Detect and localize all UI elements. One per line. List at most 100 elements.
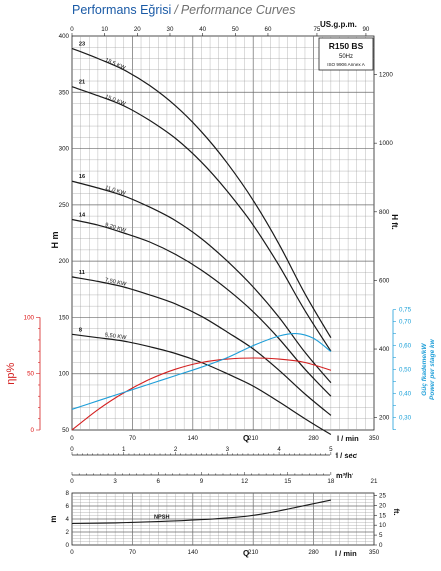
npsh-ft-tick-label: 25: [379, 492, 386, 499]
stage-label: 11: [79, 270, 85, 276]
x-tick-label: 280: [308, 435, 319, 442]
y-tick-label: 400: [59, 33, 70, 40]
stage-label: 23: [79, 41, 85, 47]
npsh-x-unit: l / min: [335, 549, 357, 558]
npsh-x-tick-label: 280: [308, 549, 319, 556]
power-tick-label: 0,50: [399, 367, 412, 374]
standard: ISO 9906 Annex A: [327, 62, 365, 67]
npsh-x-tick-label: 350: [369, 549, 380, 556]
lsec-tick-label: 1: [122, 446, 126, 453]
efficiency-tick-label: 0: [31, 427, 35, 434]
gpm-axis-label: US.g.p.m.: [320, 20, 357, 29]
power-tick-label: 0,70: [399, 319, 412, 326]
npsh-ft-tick-label: 0: [379, 542, 383, 549]
title-separator: /: [173, 3, 179, 17]
y-tick-label: 50: [62, 427, 69, 434]
lsec-tick-label: 5: [329, 446, 333, 453]
npsh-x-tick-label: 0: [70, 549, 74, 556]
lsec-tick-label: 0: [70, 446, 74, 453]
power-label: 15,0 KW: [104, 94, 127, 108]
title-tr: Performans Eğrisi: [72, 3, 171, 17]
lsec-tick-label: 3: [226, 446, 230, 453]
npsh-y-tick-label: 6: [66, 503, 70, 510]
frequency: 50Hz: [339, 54, 353, 60]
power-axis-label-en: Power per stage kw: [429, 338, 436, 400]
lmin-unit: l / min: [337, 434, 359, 443]
gpm-tick-label: 50: [232, 26, 239, 33]
m3h-tick-label: 12: [241, 478, 248, 485]
gpm-tick-label: 60: [265, 26, 272, 33]
power-tick-label: 0,30: [399, 415, 412, 422]
gpm-tick-label: 0: [70, 26, 74, 33]
npsh-y-label: m: [49, 515, 58, 522]
gpm-tick-label: 90: [362, 26, 369, 33]
efficiency-axis-label: ηp%: [5, 362, 17, 384]
plot-frame: [71, 35, 375, 431]
ft-tick-label: 400: [379, 346, 390, 353]
efficiency-tick-label: 100: [24, 314, 35, 321]
lsec-unit: l / sec: [336, 451, 357, 460]
gpm-tick-label: 40: [199, 26, 206, 33]
npsh-ft-label: ft.: [392, 508, 401, 515]
power-curve: [71, 332, 332, 410]
ft-tick-label: 1200: [379, 72, 393, 79]
y-tick-label: 150: [59, 314, 70, 321]
ft-tick-label: 800: [379, 209, 390, 216]
m3h-tick-label: 18: [327, 478, 334, 485]
head-curve-11: [71, 276, 332, 416]
model-name: R150 BS: [329, 41, 364, 51]
ft-tick-label: 1000: [379, 140, 393, 147]
power-label: 5,50 KW: [105, 332, 128, 341]
x-axis-label: Q: [243, 434, 249, 443]
ft-axis-label: H ft.: [390, 214, 399, 230]
stage-label: 21: [79, 80, 85, 86]
m3h-unit: m³/h: [336, 471, 352, 480]
y-tick-label: 250: [59, 202, 70, 209]
lsec-tick-label: 2: [174, 446, 178, 453]
efficiency-tick-label: 50: [27, 371, 34, 378]
npsh-x-label: Q: [243, 549, 249, 558]
m3h-tick-label: 3: [113, 478, 117, 485]
efficiency-curve: [71, 357, 332, 431]
power-axis-label-tr: Güç fkademe/kW: [421, 343, 428, 396]
m3h-tick-label: 15: [284, 478, 291, 485]
npsh-y-tick-label: 2: [66, 529, 70, 536]
head-curve-23: [71, 47, 332, 339]
gpm-tick-label: 10: [101, 26, 108, 33]
y-tick-label: 200: [59, 258, 70, 265]
power-label: 7,50 KW: [104, 277, 127, 288]
npsh-y-tick-label: 0: [66, 542, 70, 549]
stage-label: 14: [79, 212, 86, 218]
npsh-y-tick-label: 4: [66, 516, 70, 523]
power-tick-label: 0,40: [399, 391, 412, 398]
y-tick-label: 350: [59, 89, 70, 96]
power-tick-label: 0,75: [399, 307, 412, 314]
stage-label: 8: [79, 327, 82, 333]
npsh-ft-tick-label: 20: [379, 502, 386, 509]
y-axis-label: H m: [50, 231, 60, 248]
power-label: 11,0 KW: [104, 185, 127, 197]
gpm-tick-label: 30: [167, 26, 174, 33]
chart-header: Performans Eğrisi / Performance Curves: [72, 3, 295, 17]
npsh-ft-tick-label: 15: [379, 512, 386, 519]
x-tick-label: 0: [70, 435, 74, 442]
npsh-x-tick-label: 210: [248, 549, 259, 556]
m3h-tick-label: 21: [371, 478, 378, 485]
x-tick-label: 210: [248, 435, 259, 442]
info-box: [318, 37, 374, 71]
npsh-x-tick-label: 140: [188, 549, 199, 556]
y-tick-label: 300: [59, 146, 70, 153]
lsec-tick-label: 4: [277, 446, 281, 453]
x-tick-label: 140: [188, 435, 199, 442]
chart-title: Performans Eğrisi / Performance Curves: [72, 3, 295, 17]
ft-tick-label: 200: [379, 415, 390, 422]
npsh-plot: 0 2 4 6 8 m 0 5 10 15 20 25 ft. NPSH 0 70 140 210 280 350 Q l…: [49, 490, 401, 558]
x-tick-label: 350: [369, 435, 380, 442]
head-curve-14: [71, 218, 332, 397]
gpm-tick-label: 75: [313, 26, 320, 33]
stage-label: 16: [79, 174, 85, 180]
title-en: Performance Curves: [181, 3, 296, 17]
head-curve-21: [71, 86, 332, 352]
